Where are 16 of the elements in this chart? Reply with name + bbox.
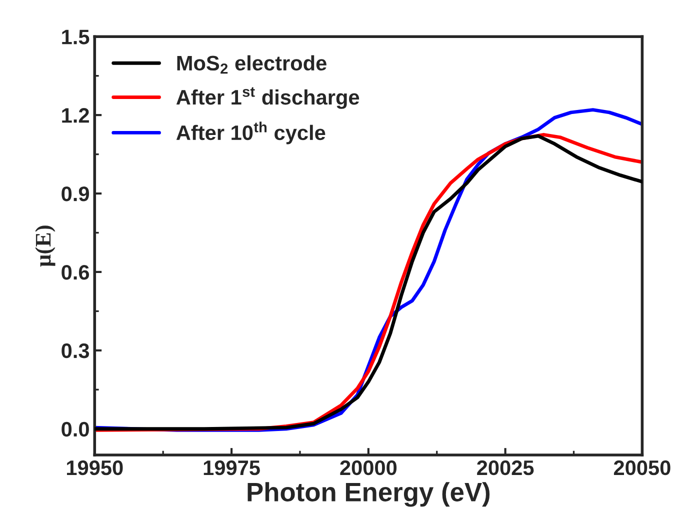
x-axis-title: Photon Energy (eV)	[248, 482, 490, 507]
legend-label: After 1$^{st}$ discharge	[176, 87, 360, 109]
legend-label: After 10$^{th}$ cycle	[176, 122, 326, 144]
y-tick-label: 1.5	[62, 30, 90, 44]
y-tick-label: 0.0	[62, 422, 89, 437]
x-tick-label: 20000	[340, 460, 397, 476]
y-tick-label: 0.6	[62, 264, 90, 280]
x-tick-label: 19950	[66, 460, 123, 476]
x-tick-label: 20050	[614, 460, 670, 476]
y-tick-label: 0.3	[62, 343, 90, 358]
legend-label: MoS$_{2}$ electrode	[177, 55, 326, 74]
y-axis-title: μ(E)	[35, 226, 56, 267]
x-tick-label: 19975	[204, 460, 260, 476]
x-tick-label: 20025	[477, 460, 534, 476]
y-tick-label: 0.9	[62, 186, 90, 202]
y-tick-label: 1.2	[62, 108, 89, 123]
